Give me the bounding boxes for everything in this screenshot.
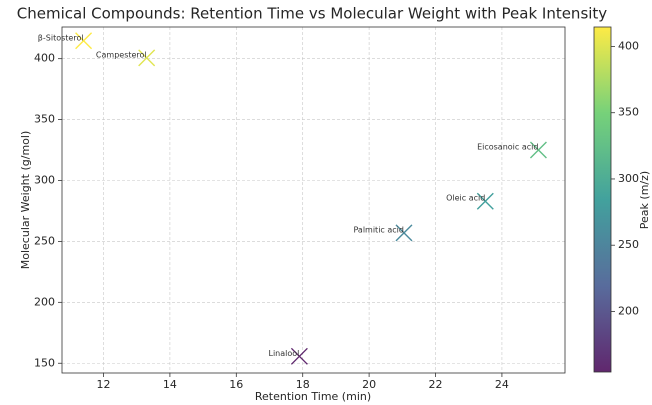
colorbar	[593, 26, 612, 373]
point-label: Linalool	[268, 349, 299, 358]
point	[395, 224, 413, 242]
point-label: Campesterol	[96, 50, 147, 59]
point-stroke	[529, 141, 547, 159]
point	[290, 347, 308, 365]
y-tick-label: 300	[34, 174, 55, 187]
y-tick-label: 150	[34, 356, 55, 369]
x-tick-label: 14	[163, 378, 177, 391]
point-stroke	[75, 32, 93, 50]
colorbar-tick-label: 300	[618, 172, 639, 185]
x-tick-label: 24	[495, 378, 509, 391]
chart-title: Chemical Compounds: Retention Time vs Mo…	[17, 5, 608, 23]
point-stroke	[138, 49, 156, 67]
y-tick-label: 200	[34, 295, 55, 308]
colorbar-tick-label: 350	[618, 106, 639, 119]
point-label: Palmitic acid	[353, 225, 404, 234]
point-stroke	[290, 347, 308, 365]
x-tick-label: 22	[429, 378, 443, 391]
y-axis-title: Molecular Weight (g/mol)	[19, 131, 32, 269]
y-tick-label: 400	[34, 52, 55, 65]
plot-frame	[61, 26, 566, 374]
point-label: Oleic acid	[446, 194, 485, 203]
point	[529, 141, 547, 159]
colorbar-tick-label: 250	[618, 238, 639, 251]
point-stroke	[476, 192, 494, 210]
colorbar-tick-label: 200	[618, 304, 639, 317]
colorbar-tick-label: 400	[618, 39, 639, 52]
x-tick-label: 16	[229, 378, 243, 391]
point-stroke	[395, 224, 413, 242]
x-tick-label: 20	[362, 378, 376, 391]
point-label: Eicosanoic acid	[477, 143, 538, 152]
y-tick-label: 350	[34, 113, 55, 126]
x-tick-label: 18	[296, 378, 310, 391]
colorbar-title: Peak (m/z)	[638, 171, 651, 229]
point	[75, 32, 93, 50]
point-label: β-Sitosterol	[38, 33, 84, 42]
x-tick-label: 12	[97, 378, 111, 391]
x-axis-title: Retention Time (min)	[255, 390, 371, 403]
y-tick-label: 250	[34, 234, 55, 247]
point	[476, 192, 494, 210]
point	[138, 49, 156, 67]
